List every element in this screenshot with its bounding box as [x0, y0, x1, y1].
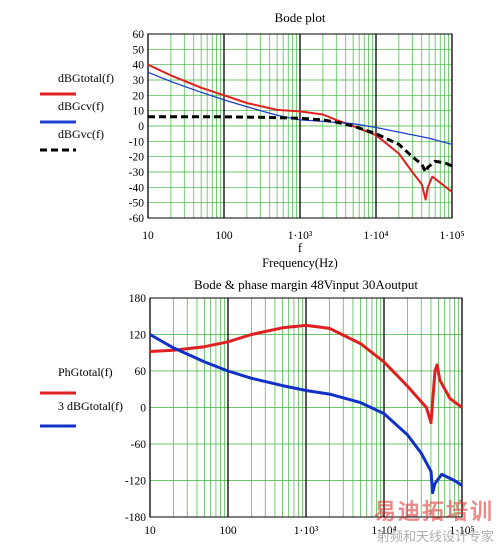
y-tick-label: -180	[125, 512, 146, 524]
y-tick-label: 120	[129, 330, 147, 342]
y-tick-label: 10	[133, 106, 145, 118]
chart-2: Bode & phase margin 48Vinput 30Aoutput 18…	[40, 277, 475, 537]
x-tick-label: 1·10⁵	[439, 230, 464, 242]
x-axis-label: Frequency(Hz)	[262, 256, 338, 270]
y-tick-label: -50	[129, 198, 145, 210]
y-tick-label: -40	[129, 182, 145, 194]
y-tick-label: -60	[129, 213, 145, 225]
y-tick-label: 60	[135, 366, 147, 378]
plot-frame	[147, 33, 453, 219]
series-line-2	[149, 333, 463, 495]
legend-label-3: dBGvc(f)	[58, 127, 104, 141]
chart-1: Bode plot6050403020100-10-20-30-40-50-60…	[40, 10, 465, 270]
x-tick-label: 10	[142, 230, 154, 242]
chart-title: Bode & phase margin 48Vinput 30Aoutput	[194, 277, 418, 292]
x-tick-label: 1·10³	[288, 230, 313, 242]
y-tick-label: -20	[129, 152, 145, 164]
x-tick-label: 1·10³	[294, 525, 319, 537]
y-tick-label: -120	[125, 476, 146, 488]
y-tick-label: -10	[129, 136, 145, 148]
x-tick-label: 1·10⁵	[449, 525, 474, 537]
x-tick-label: 10	[144, 525, 156, 537]
y-tick-label: 180	[129, 293, 147, 305]
legend-label-1: PhGtotal(f)	[58, 365, 113, 379]
series-line-2	[147, 71, 453, 146]
y-tick-label: -60	[131, 439, 147, 451]
series-line-3	[148, 115, 453, 174]
x-axis-var: f	[298, 241, 303, 255]
series-line-1	[149, 323, 463, 425]
y-tick-label: 40	[133, 60, 145, 72]
legend-label-1: dBGtotal(f)	[58, 71, 114, 85]
series-line-1	[147, 63, 453, 201]
x-tick-label: 100	[215, 230, 233, 242]
x-tick-label: 1·10⁴	[371, 525, 396, 537]
y-tick-label: 20	[133, 90, 145, 102]
x-tick-label: 100	[219, 525, 237, 537]
legend-label-2: 3 dBGtotal(f)	[58, 399, 123, 413]
y-tick-label: -30	[129, 167, 145, 179]
legend-label-2: dBGcv(f)	[58, 99, 104, 113]
y-tick-label: 0	[138, 121, 144, 133]
y-tick-label: 30	[133, 75, 145, 87]
chart-title: Bode plot	[275, 10, 326, 25]
y-tick-label: 60	[133, 29, 145, 41]
y-tick-label: 0	[140, 403, 146, 415]
y-tick-label: 50	[133, 44, 145, 56]
x-tick-label: 1·10⁴	[363, 230, 388, 242]
